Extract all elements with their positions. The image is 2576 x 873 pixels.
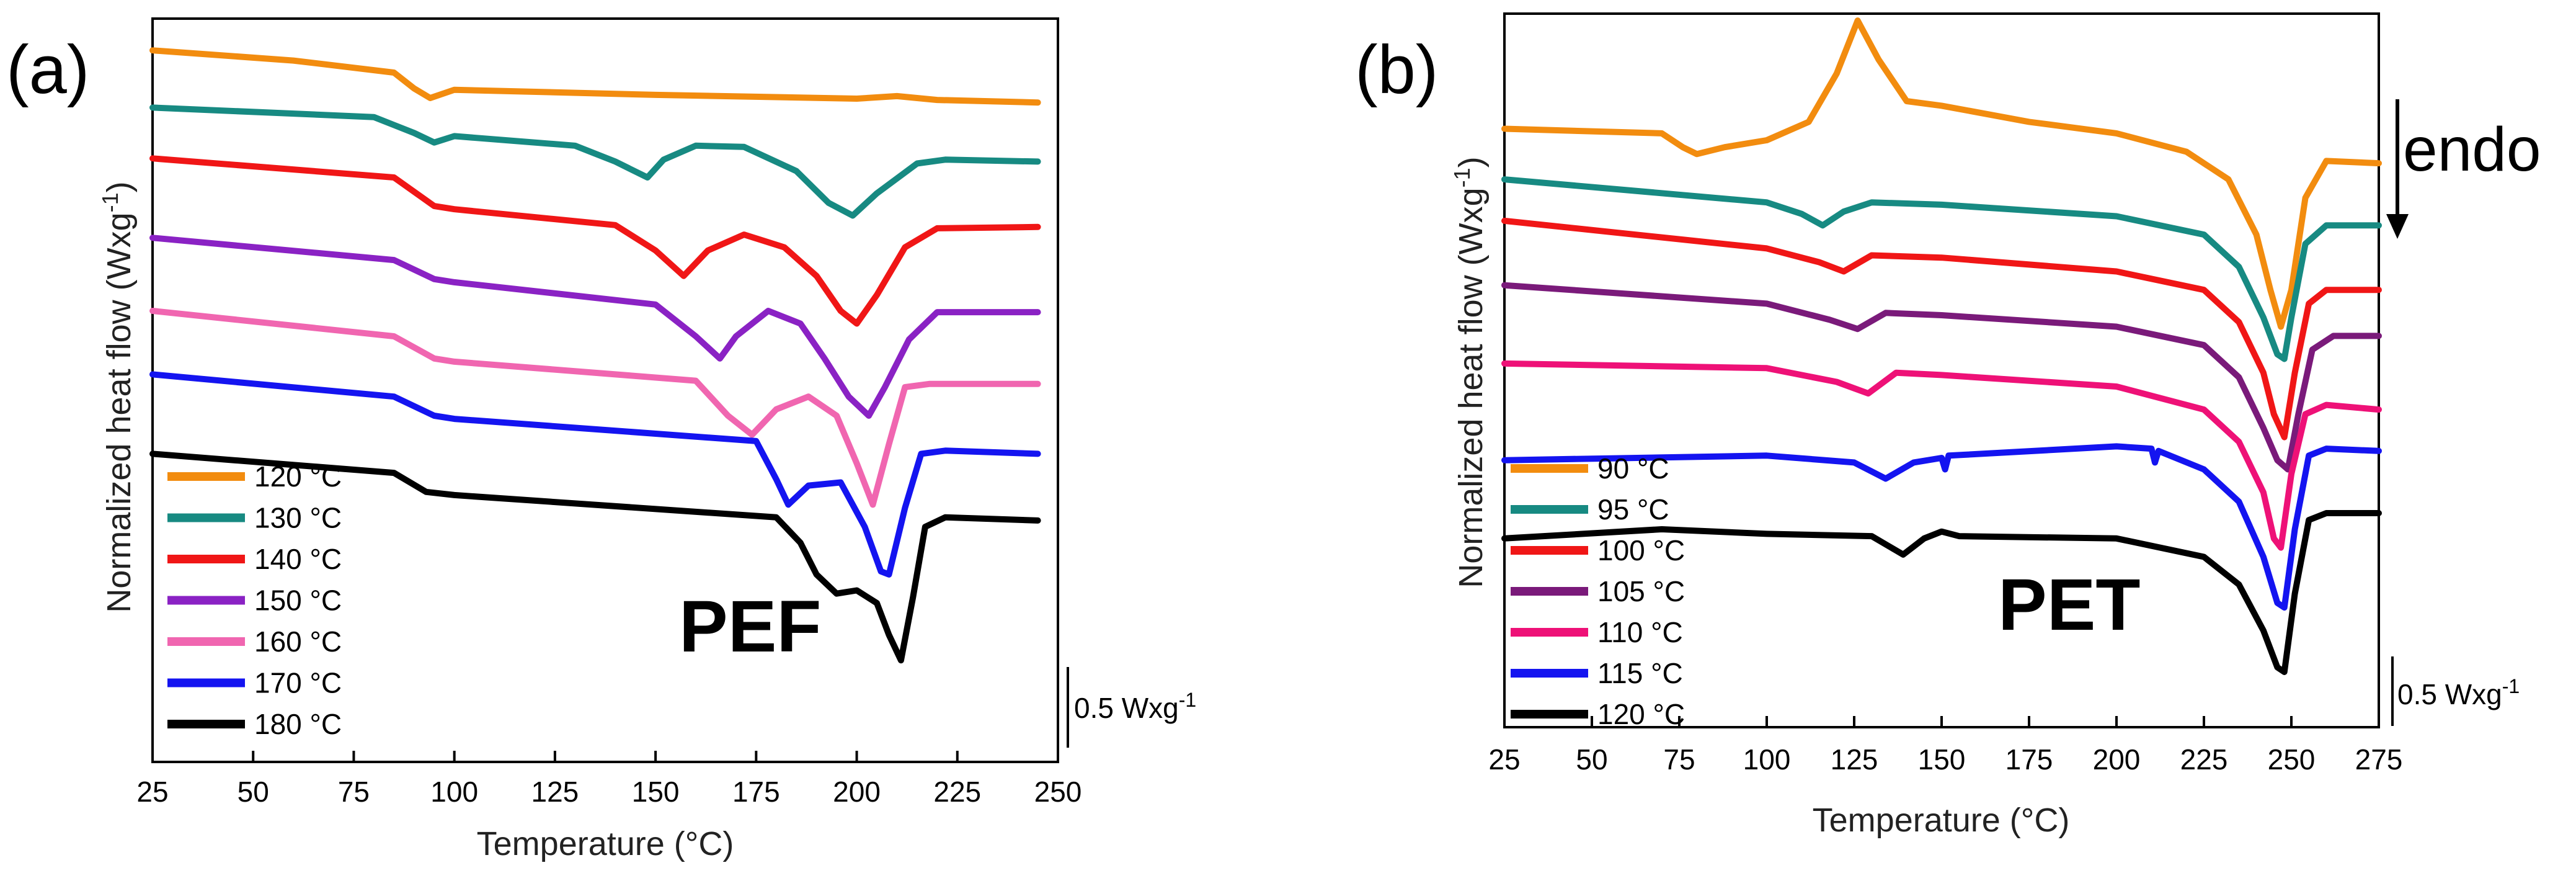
panel-b-legend-label-1: 95 °C <box>1597 493 1669 526</box>
panel-b: (b) 25 50 75 100 125 150 175 200 225 250 275 90 °C… <box>1355 12 2541 839</box>
panel-b-tick-label-125: 125 <box>1831 743 1878 776</box>
panel-b-legend-label-2: 100 °C <box>1597 534 1685 566</box>
panel-b-scale-label: 0.5 Wxg-1 <box>2397 675 2520 710</box>
panel-b-series-line-4 <box>1501 360 2382 551</box>
panel-a-x-axis-title: Temperature (°C) <box>477 825 734 862</box>
panel-a-tick-label-100: 100 <box>430 776 478 808</box>
panel-b-y-axis-title: Normalized heat flow (Wxg-1) <box>1449 156 1490 588</box>
panel-b-tick-label-50: 50 <box>1576 743 1607 776</box>
panel-b-tick-label-100: 100 <box>1743 743 1791 776</box>
panel-b-ylabel-main: Normalized heat flow (Wxg <box>1452 187 1490 588</box>
panel-b-series-line-0 <box>1501 17 2382 330</box>
panel-b-tick-label-25: 25 <box>1488 743 1520 776</box>
panel-b-label: (b) <box>1355 32 1438 108</box>
panel-b-ylabel-sup: -1 <box>1449 168 1475 187</box>
panel-a-series-line-2 <box>149 155 1041 327</box>
panel-a-series-line-5 <box>149 371 1041 578</box>
panel-a-tick-label-150: 150 <box>632 776 680 808</box>
panel-b-scale-sup: -1 <box>2502 675 2520 697</box>
panel-a-x-ticks: 25 50 75 100 125 150 175 200 225 250 <box>136 751 1081 808</box>
panel-b-legend-label-4: 110 °C <box>1597 616 1683 648</box>
panel-b-legend-label-6: 120 °C <box>1597 698 1685 730</box>
panel-a-legend-label-1: 130 °C <box>254 502 342 534</box>
endo-label: endo <box>2403 115 2541 184</box>
panel-a-legend-label-4: 160 °C <box>254 625 342 658</box>
panel-b-x-ticks: 25 50 75 100 125 150 175 200 225 250 275 <box>1488 716 2402 776</box>
panel-a: (a) 25 50 75 100 125 150 175 200 225 250 120 °C 13… <box>6 17 1196 862</box>
panel-a-series-line-1 <box>149 104 1041 219</box>
panel-a-label: (a) <box>6 32 89 108</box>
endo-arrow-head <box>2386 214 2409 239</box>
panel-a-ylabel-end: ) <box>100 181 138 192</box>
panel-b-tick-label-75: 75 <box>1663 743 1695 776</box>
panel-b-x-axis-title: Temperature (°C) <box>1813 802 2070 839</box>
panel-a-tick-label-25: 25 <box>136 776 168 808</box>
panel-b-tick-label-250: 250 <box>2268 743 2316 776</box>
panel-b-tick-label-225: 225 <box>2180 743 2228 776</box>
panel-b-tick-label-275: 275 <box>2355 743 2403 776</box>
panel-a-series-lines <box>149 47 1041 664</box>
panel-a-tick-label-225: 225 <box>933 776 981 808</box>
panel-b-tick-label-150: 150 <box>1918 743 1966 776</box>
panel-a-series-line-3 <box>149 235 1041 419</box>
panel-b-series-line-3 <box>1501 282 2382 473</box>
panel-a-tick-label-200: 200 <box>833 776 881 808</box>
panel-a-legend-label-5: 170 °C <box>254 667 342 699</box>
panel-b-series-line-2 <box>1501 217 2382 441</box>
panel-a-tick-label-50: 50 <box>238 776 269 808</box>
panel-a-series-line-0 <box>149 47 1041 106</box>
panel-b-legend-label-5: 115 °C <box>1597 657 1683 689</box>
panel-a-scale-label: 0.5 Wxg-1 <box>1074 689 1196 724</box>
panel-a-tick-label-250: 250 <box>1034 776 1082 808</box>
panel-a-scale-sup: -1 <box>1179 689 1196 711</box>
panel-b-series-line-1 <box>1501 176 2382 362</box>
panel-a-legend: 120 °C 130 °C 140 °C 150 °C 160 °C 170 °C 180 … <box>167 460 342 740</box>
panel-b-legend-label-0: 90 °C <box>1597 452 1669 485</box>
panel-a-scale-text: 0.5 Wxg <box>1074 692 1179 724</box>
panel-a-series-line-6 <box>149 450 1041 664</box>
panel-b-tick-label-200: 200 <box>2093 743 2141 776</box>
panel-a-legend-label-0: 120 °C <box>254 460 342 493</box>
panel-b-legend: 90 °C 95 °C 100 °C 105 °C 110 °C 115 °C 120 °C <box>1511 452 1685 730</box>
panel-a-annotation: PEF <box>679 586 822 668</box>
panel-a-ylabel-main: Normalized heat flow (Wxg <box>100 212 138 612</box>
panel-b-tick-label-175: 175 <box>2005 743 2053 776</box>
panel-b-ylabel-end: ) <box>1452 156 1490 168</box>
panel-a-legend-label-2: 140 °C <box>254 543 342 575</box>
panel-b-annotation: PET <box>1998 564 2141 646</box>
panel-b-series-lines <box>1501 17 2382 675</box>
panel-b-series-line-6 <box>1501 510 2382 675</box>
panel-a-tick-label-125: 125 <box>531 776 579 808</box>
panel-a-tick-label-175: 175 <box>732 776 780 808</box>
panel-a-legend-label-3: 150 °C <box>254 584 342 617</box>
panel-b-legend-label-3: 105 °C <box>1597 575 1685 607</box>
panel-b-series-line-5 <box>1501 443 2382 611</box>
panel-a-tick-label-75: 75 <box>338 776 370 808</box>
panel-a-ylabel-sup: -1 <box>97 192 123 212</box>
panel-a-series-line-4 <box>149 308 1041 508</box>
panel-a-plot-frame <box>151 17 1059 763</box>
panel-a-y-axis-title: Normalized heat flow (Wxg-1) <box>97 181 138 612</box>
panel-a-legend-label-6: 180 °C <box>254 708 342 740</box>
panel-b-scale-text: 0.5 Wxg <box>2397 678 2502 710</box>
